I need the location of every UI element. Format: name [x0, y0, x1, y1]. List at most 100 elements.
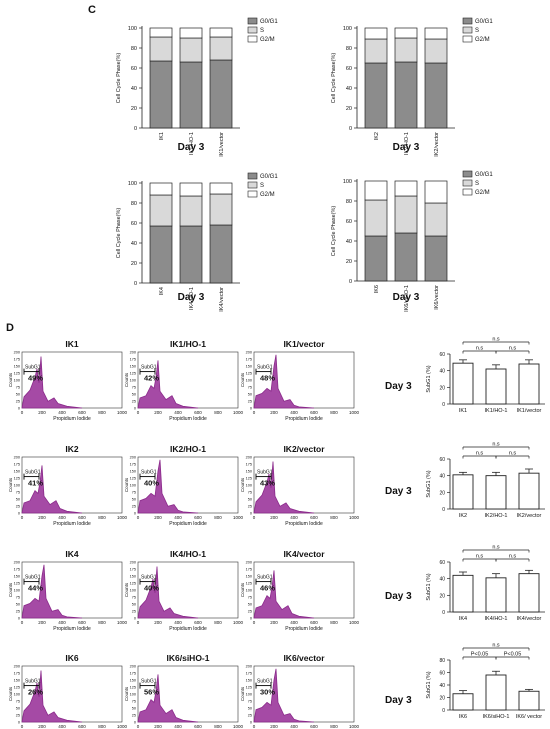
histogram-y-tick-label: 100 — [130, 379, 136, 383]
histogram-y-tick-label: 0 — [250, 721, 252, 725]
histogram-x-tick-label: 400 — [290, 724, 298, 729]
histogram-title: IK6/siHO-1 — [167, 653, 210, 663]
histogram-y-tick-label: 125 — [14, 582, 20, 586]
histogram-y-tick-label: 200 — [14, 351, 20, 355]
histogram-y-tick-label: 25 — [16, 400, 20, 404]
stacked-y-axis-label: Cell Cycle Phase(%) — [331, 53, 337, 104]
histogram-x-tick-label: 0 — [253, 620, 256, 625]
histogram-y-axis-label: Counts — [124, 686, 129, 701]
legend-label: G2/M — [260, 37, 275, 43]
stacked-y-tick-label: 40 — [131, 86, 137, 92]
stacked-y-tick-label: 0 — [349, 279, 352, 285]
stacked-y-tick-label: 20 — [346, 259, 352, 265]
stacked-bar-segment-g0g1 — [209, 224, 233, 284]
histogram-x-tick-label: 400 — [290, 620, 298, 625]
panel-d-label: D — [6, 322, 14, 334]
histogram-x-tick-label: 600 — [310, 515, 318, 520]
subg1-y-tick-label: 20 — [439, 593, 445, 599]
histogram-y-tick-label: 0 — [250, 512, 252, 516]
histogram-x-tick-label: 200 — [38, 724, 46, 729]
subg1-y-tick-label: 40 — [439, 577, 445, 583]
histogram-y-tick-label: 0 — [134, 721, 136, 725]
stacked-bar-segment-g0g1 — [149, 225, 173, 284]
stacked-bar-segment-s — [364, 38, 388, 64]
subg1-bar — [485, 368, 507, 405]
histogram-x-tick-label: 1000 — [233, 410, 244, 415]
legend-swatch — [462, 35, 473, 43]
histogram-x-tick-label: 400 — [290, 410, 298, 415]
histogram-y-tick-label: 0 — [134, 617, 136, 621]
stacked-y-tick-label: 20 — [346, 106, 352, 112]
subg1-y-tick-label: 80 — [439, 658, 445, 664]
stacked-x-tick-label: IK6 — [374, 285, 380, 293]
subg1-y-tick-label: 0 — [442, 708, 445, 714]
subg1-bar — [452, 474, 474, 510]
subg1-y-tick-label: 0 — [442, 402, 445, 408]
subg1-percent: 40% — [144, 479, 159, 488]
histogram-y-axis-label: Counts — [240, 582, 245, 597]
subg1-x-tick-label: IK6/ vector — [516, 714, 542, 720]
histogram-y-tick-label: 100 — [14, 484, 20, 488]
histogram-title: IK2 — [65, 444, 79, 454]
histogram-x-tick-label: 1000 — [233, 620, 244, 625]
stacked-y-tick-label: 20 — [131, 261, 137, 267]
legend-label: G0/G1 — [260, 174, 278, 180]
histogram-x-tick-label: 1000 — [349, 515, 360, 520]
stacked-x-tick-label: IK1 — [159, 132, 165, 140]
histogram-y-tick-label: 175 — [246, 672, 252, 676]
stacked-y-tick-label: 80 — [346, 46, 352, 52]
histogram-y-axis-label: Counts — [124, 582, 129, 597]
histogram-x-tick-label: 1000 — [117, 724, 128, 729]
histogram-x-axis-label: Propidium Iodide — [285, 626, 323, 632]
stacked-x-tick-label: IK2 — [374, 132, 380, 140]
subg1-x-tick-label: IK4 — [459, 616, 467, 622]
histogram-x-tick-label: 0 — [253, 410, 256, 415]
histogram-y-tick-label: 50 — [132, 393, 136, 397]
histogram-x-tick-label: 200 — [270, 620, 278, 625]
stacked-x-tick-label: IK6/siHO-1 — [404, 285, 410, 312]
stacked-bar-segment-s — [424, 38, 448, 64]
stacked-bar-segment-g0g1 — [179, 225, 203, 284]
legend-label: G0/G1 — [475, 19, 493, 25]
histogram-y-tick-label: 0 — [18, 721, 20, 725]
histogram-curve — [21, 356, 83, 409]
subg1-bar — [485, 674, 507, 711]
histogram-y-tick-label: 150 — [130, 679, 136, 683]
histogram-title: IK1 — [65, 339, 79, 349]
histogram-x-tick-label: 600 — [194, 620, 202, 625]
legend-label: S — [260, 28, 264, 34]
subg1-y-tick-label: 20 — [439, 490, 445, 496]
stacked-bar-segment-g0g1 — [209, 59, 233, 129]
histogram-curve — [21, 564, 83, 619]
histogram-x-tick-label: 600 — [78, 515, 86, 520]
histogram-y-tick-label: 150 — [246, 679, 252, 683]
histogram-x-tick-label: 0 — [253, 515, 256, 520]
stacked-y-axis-label: Cell Cycle Phase(%) — [116, 208, 122, 259]
significance-label: P<0.05 — [504, 652, 522, 658]
histogram-y-tick-label: 150 — [246, 470, 252, 474]
histogram-x-tick-label: 400 — [174, 724, 182, 729]
subg1-y-tick-label: 0 — [442, 507, 445, 513]
subg1-x-tick-label: IK6/siHO-1 — [483, 714, 510, 720]
histogram-y-tick-label: 125 — [246, 582, 252, 586]
histogram-x-axis-label: Propidium Iodide — [53, 416, 91, 422]
histogram-x-tick-label: 600 — [78, 620, 86, 625]
subg1-y-tick-label: 60 — [439, 352, 445, 358]
subg1-percent: 43% — [260, 479, 275, 488]
stacked-y-tick-label: 40 — [346, 239, 352, 245]
histogram-x-tick-label: 0 — [21, 724, 24, 729]
histogram-y-tick-label: 150 — [246, 365, 252, 369]
stacked-bar-segment-s — [394, 37, 418, 63]
stacked-bar-segment-g0g1 — [424, 62, 448, 129]
histogram-y-tick-label: 0 — [250, 407, 252, 411]
histogram-x-tick-label: 1000 — [233, 515, 244, 520]
histogram-y-tick-label: 75 — [248, 386, 252, 390]
histogram-y-tick-label: 175 — [246, 568, 252, 572]
subg1-y-axis-label: SubG1 (%) — [426, 470, 432, 497]
histogram-y-tick-label: 50 — [132, 603, 136, 607]
legend-swatch — [462, 17, 473, 25]
stacked-bar-segment-g2m — [364, 27, 388, 40]
histogram-y-axis-label: Counts — [8, 372, 13, 387]
histogram-y-tick-label: 75 — [248, 596, 252, 600]
subg1-x-tick-label: IK6 — [459, 714, 467, 720]
